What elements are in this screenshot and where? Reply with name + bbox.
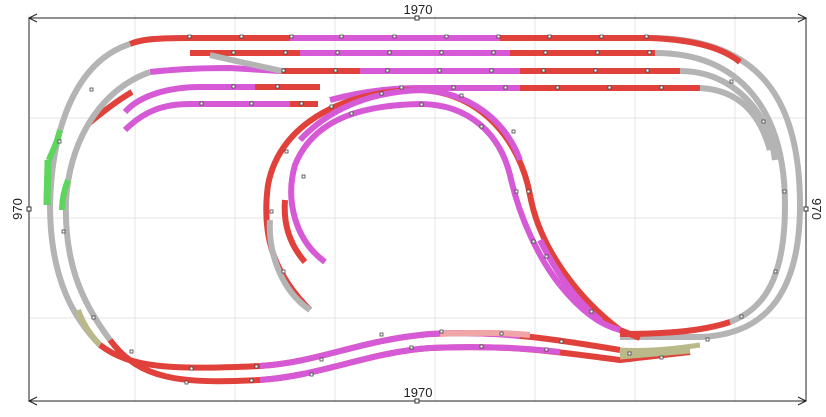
track-outer-right-curve[interactable] [620, 35, 804, 340]
siding-upper-left[interactable] [149, 64, 281, 75]
dimension-bottom-label: 1970 [404, 385, 433, 400]
dimension-left-label: 970 [10, 198, 25, 220]
dimension-handle[interactable] [414, 15, 420, 21]
dimension-handle[interactable] [26, 206, 32, 212]
dimension-right-label: 970 [809, 198, 824, 220]
dimension-handle[interactable] [803, 206, 809, 212]
siding-middle-left[interactable] [122, 84, 320, 115]
siding-lower-left[interactable] [122, 101, 318, 133]
track-joints [57, 34, 787, 385]
track-layer [43, 35, 804, 385]
dimension-top-label: 1970 [404, 2, 433, 17]
track-inner-spiral-inner[interactable] [288, 100, 563, 287]
track-inner-left-curve[interactable] [62, 69, 152, 342]
dimension-handle[interactable] [414, 398, 420, 404]
